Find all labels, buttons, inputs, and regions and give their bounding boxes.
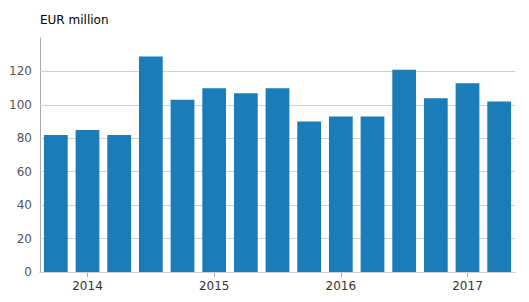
svg-text:80: 80 [17,131,32,145]
svg-text:40: 40 [17,198,32,212]
svg-text:0: 0 [24,265,32,279]
svg-text:2015: 2015 [199,279,230,293]
svg-text:2017: 2017 [452,279,483,293]
svg-text:2016: 2016 [326,279,357,293]
svg-text:100: 100 [9,98,32,112]
svg-text:EUR million: EUR million [40,13,109,27]
svg-text:2014: 2014 [72,279,103,293]
svg-text:60: 60 [17,165,32,179]
svg-text:120: 120 [9,64,32,78]
svg-text:20: 20 [17,232,32,246]
